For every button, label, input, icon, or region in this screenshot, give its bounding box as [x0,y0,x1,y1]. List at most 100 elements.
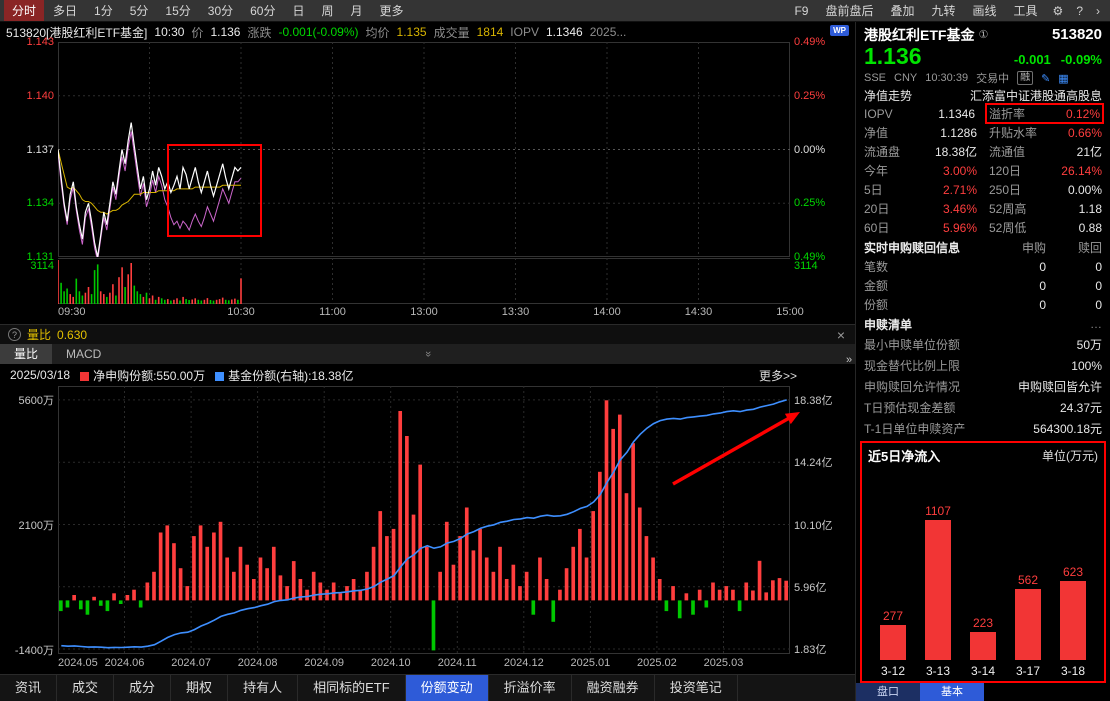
ellipsis-more-icon[interactable]: … [1090,317,1102,331]
bottom-tab-1[interactable]: 成交 [57,675,115,701]
redemption-label: 申购赎回允许情况 [864,380,961,394]
price-change-pct: -0.09% [1060,52,1102,67]
flow-bar [970,632,996,660]
board-icon[interactable]: ▦ [1058,72,1069,85]
stat-value: 18.38亿 [934,145,977,159]
stat-pair: 升贴水率 0.66% [989,124,1102,141]
share-y-right-label: 5.96亿 [794,581,827,594]
redemption-value: 100% [1071,358,1102,373]
indicator-tab-0[interactable]: 量比 [0,344,53,364]
flow-bar-column: 223 3-14 [962,616,1004,679]
close-icon[interactable]: × [836,326,845,343]
change-group: -0.001 -0.09% [1014,52,1102,67]
stat-pair: 60日 5.96% [864,219,977,236]
realtime-section-header: 实时申购赎回信息 申购 赎回 [856,237,1110,257]
x-axis-time-label: 10:30 [227,306,255,318]
edit-icon[interactable]: ✎ [1041,72,1051,85]
chevron-right-icon[interactable]: › [1096,3,1100,18]
iopv-label: IOPV [510,25,539,39]
toolbar-item-4[interactable]: 15分 [165,4,191,18]
instrument-code: 513820 [1051,26,1102,43]
intraday-chart-panel: 513820[港股红利ETF基金] 10:30 价 1.136 涨跌 -0.00… [0,22,855,324]
bottom-tab-8[interactable]: 融资融券 [572,675,655,701]
toolbar-tool-5[interactable]: 工具 [1013,4,1038,18]
info-icon[interactable]: ① [978,29,989,41]
stat-label: IOPV [864,106,893,121]
flow-title: 近5日净流入 [868,448,941,464]
toolbar-tool-3[interactable]: 九转 [931,4,956,18]
stat-pair: 流通盘 18.38亿 [864,143,977,160]
stat-value: 21亿 [1076,145,1102,159]
currency-label: CNY [894,72,918,84]
collapse-panel-icon[interactable]: » [421,350,434,358]
flow-value: 277 [882,609,904,623]
indicator-help-icon[interactable]: ? [8,328,21,341]
annotation-box-intraday [167,144,262,237]
toolbar-item-9[interactable]: 月 [350,4,363,18]
volume-value: 1814 [476,25,504,39]
stat-label: 250日 [989,183,1022,197]
x-axis-time-label: 14:00 [593,306,621,318]
share-change-chart[interactable] [58,386,855,654]
bottom-tab-9[interactable]: 投资笔记 [655,675,738,701]
toolbar-item-10[interactable]: 更多 [379,4,404,18]
y-axis-pct-label: 0.25% [794,197,826,210]
toolbar-item-7[interactable]: 日 [292,4,305,18]
share-x-axis-label: 2024.06 [104,657,145,669]
bottom-tab-2[interactable]: 成分 [114,675,172,701]
margin-badge[interactable]: 融 [1017,71,1034,85]
redemption-section-header: 申赎清单 … [856,314,1110,334]
toolbar-item-8[interactable]: 周 [321,4,334,18]
avg-label: 均价 [365,25,390,40]
y-axis-pct-label: 0.00% [794,143,826,156]
y-axis-price-label: 1.137 [26,143,54,156]
bottom-tab-3[interactable]: 期权 [171,675,229,701]
bottom-tab-6[interactable]: 份额变动 [405,675,489,701]
toolbar-tool-4[interactable]: 画线 [972,4,997,18]
panel-expander-icon[interactable]: » [846,354,853,366]
flow-category-label: 3-18 [1060,664,1086,678]
toolbar-item-1[interactable]: 多日 [53,4,78,18]
toolbar-item-5[interactable]: 30分 [207,4,234,18]
toolbar-tool-1[interactable]: 盘前盘后 [825,4,874,18]
nav-trend-link[interactable]: 净值走势 [864,88,913,103]
stat-pair: 120日 26.14% [989,162,1102,179]
indicator-tab-1[interactable]: MACD [66,347,102,361]
toolbar-item-timeshare[interactable]: 分时 [4,0,45,21]
toolbar-tool-0[interactable]: F9 [794,3,809,18]
toolbar-tools-group: F9 盘前盘后 叠加 九转 画线 工具 ⚙ ? › [786,0,1106,21]
redemption-value: 24.37元 [1059,401,1102,415]
price-label: 价 [191,25,204,40]
bottom-tab-5[interactable]: 相同标的ETF [298,675,406,701]
stats-row: 5日 2.71% 250日 0.00% [856,180,1110,199]
intraday-plot-area[interactable] [58,42,790,304]
toolbar-item-6[interactable]: 60分 [250,4,276,18]
share-chart-legend: 2025/03/18 净申购份额:550.00万 基金份额(右轴):18.38亿… [0,364,855,386]
bottom-tab-4[interactable]: 持有人 [228,675,299,701]
subscribe-column-header: 申购 [1021,240,1046,255]
stats-row: IOPV 1.1346 溢折率 0.12% [856,104,1110,123]
share-x-axis-label: 2024.11 [437,657,477,669]
share-y-left-label: -1400万 [14,645,54,658]
bottom-tab-7[interactable]: 折溢价率 [489,675,572,701]
corner-tab-0[interactable]: 盘口 [856,683,920,701]
bottom-tab-0[interactable]: 资讯 [0,675,58,701]
toolbar-tool-2[interactable]: 叠加 [890,4,915,18]
corner-tab-bar: 盘口 基本 [856,683,1110,701]
nav-value-row: 净值走势 汇添富中证港股通高股息 [856,86,1110,104]
help-icon[interactable]: ? [1076,3,1083,18]
flow-bar-column: 562 3-17 [1007,573,1049,679]
toolbar-item-3[interactable]: 5分 [129,4,149,18]
gear-icon[interactable]: ⚙ [1052,3,1064,18]
wp-badge-icon[interactable]: WP [830,25,849,36]
exchange-label: SSE [864,72,887,84]
more-link[interactable]: 更多>> [758,368,797,383]
index-name[interactable]: 汇添富中证港股通高股息 [969,88,1102,103]
share-chart-date: 2025/03/18 [10,368,71,382]
realtime-title: 实时申购赎回信息 [864,240,961,255]
corner-tab-1[interactable]: 基本 [920,683,984,701]
toolbar-item-2[interactable]: 1分 [94,4,113,18]
flow-bar [1060,581,1086,660]
share-x-axis-label: 2024.09 [304,657,345,669]
bottom-tab-bar: 资讯 成交 成分 期权 持有人 相同标的ETF 份额变动 折溢价率 融资融券 投资笔记 [0,674,855,701]
